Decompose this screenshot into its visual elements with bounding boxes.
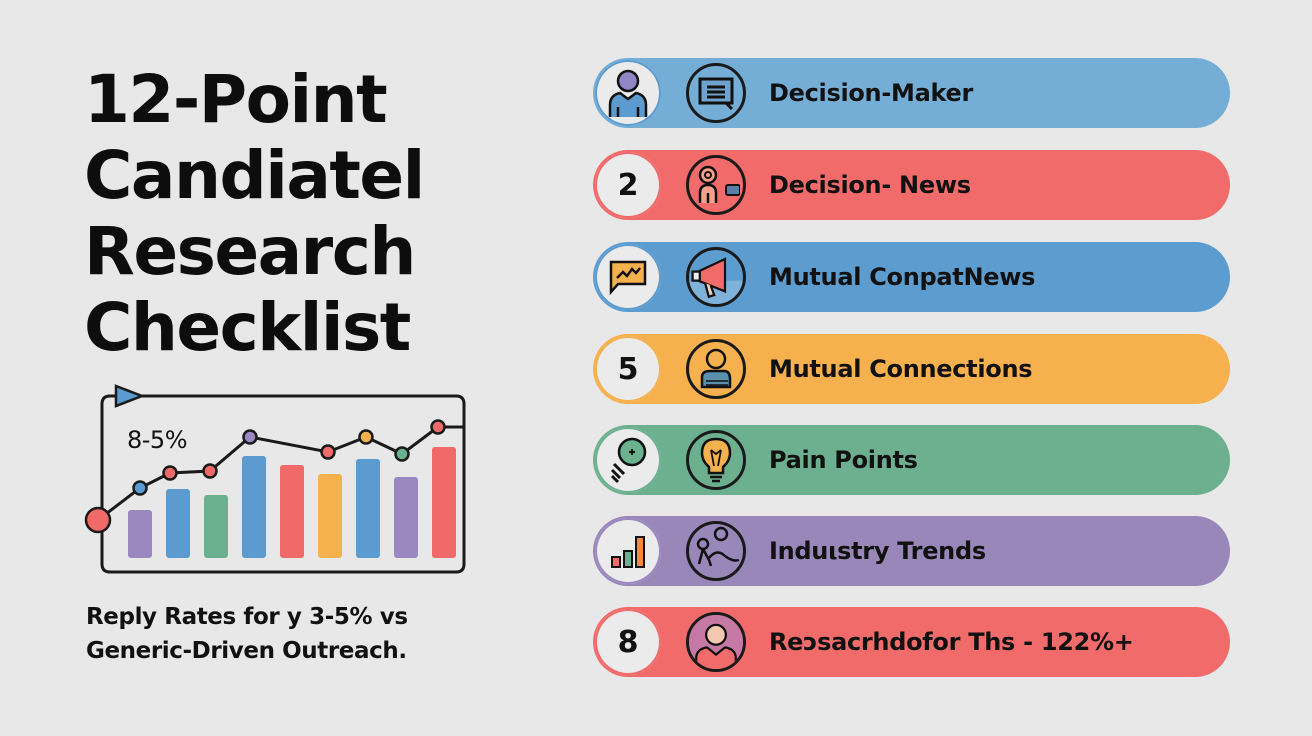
checklist-item-label: Reɔsacrhdofor Ths - 122%+ [769,628,1134,656]
item-number-badge: 8 [595,609,661,675]
checklist-item: 5 Mutual Connections [593,334,1230,404]
title-line-3: Research [84,213,416,290]
person-icon [595,60,661,126]
caption-line-2: Generic-Driven Outreach. [86,638,407,664]
checklist-item-label: Decision- News [769,171,971,199]
bar-chart-icon [595,518,661,584]
checklist-item-label: Mutual ConpatNews [769,263,1036,291]
checklist-item: 2 Decision- News [593,150,1230,220]
checklist-item: Decision-Maker [593,58,1230,128]
lightbulb-plus-icon [595,427,661,493]
chart-annotation: 8-5% [127,426,188,454]
checklist-item-label: Decision-Maker [769,79,974,107]
checklist-item: 8 Reɔsacrhdofor Ths - 122%+ [593,607,1230,677]
checklist-item: Mutual ConpatNews [593,242,1230,312]
avatar-icon [686,612,746,672]
chart-graphic [84,384,466,574]
caption-line-1: Reply Rates for y 3-5% vs [86,604,408,630]
message-icon [686,63,746,123]
checklist-item-label: Pain Points [769,446,918,474]
title-line-4: Checklist [84,289,411,366]
climber-icon [686,521,746,581]
megaphone-icon [686,247,746,307]
checklist-item-label: Induιstry Trends [769,537,986,565]
trend-chat-icon [595,244,661,310]
caption: Reply Rates for y 3-5% vs Generic-Driven… [86,600,408,668]
person-badge-icon [686,155,746,215]
title-line-1: 12-Point [84,61,388,138]
item-number-badge: 5 [595,336,661,402]
checklist-item: Pain Points [593,425,1230,495]
checklist-item: Induιstry Trends [593,516,1230,586]
user-icon [686,339,746,399]
lightbulb-icon [686,430,746,490]
item-number-badge: 2 [595,152,661,218]
page-title: 12-Point Candiatel Research Checklist [84,61,425,366]
checklist-item-label: Mutual Connections [769,355,1033,383]
reply-rate-chart: 8-5% [84,374,474,580]
title-line-2: Candiatel [84,137,425,214]
